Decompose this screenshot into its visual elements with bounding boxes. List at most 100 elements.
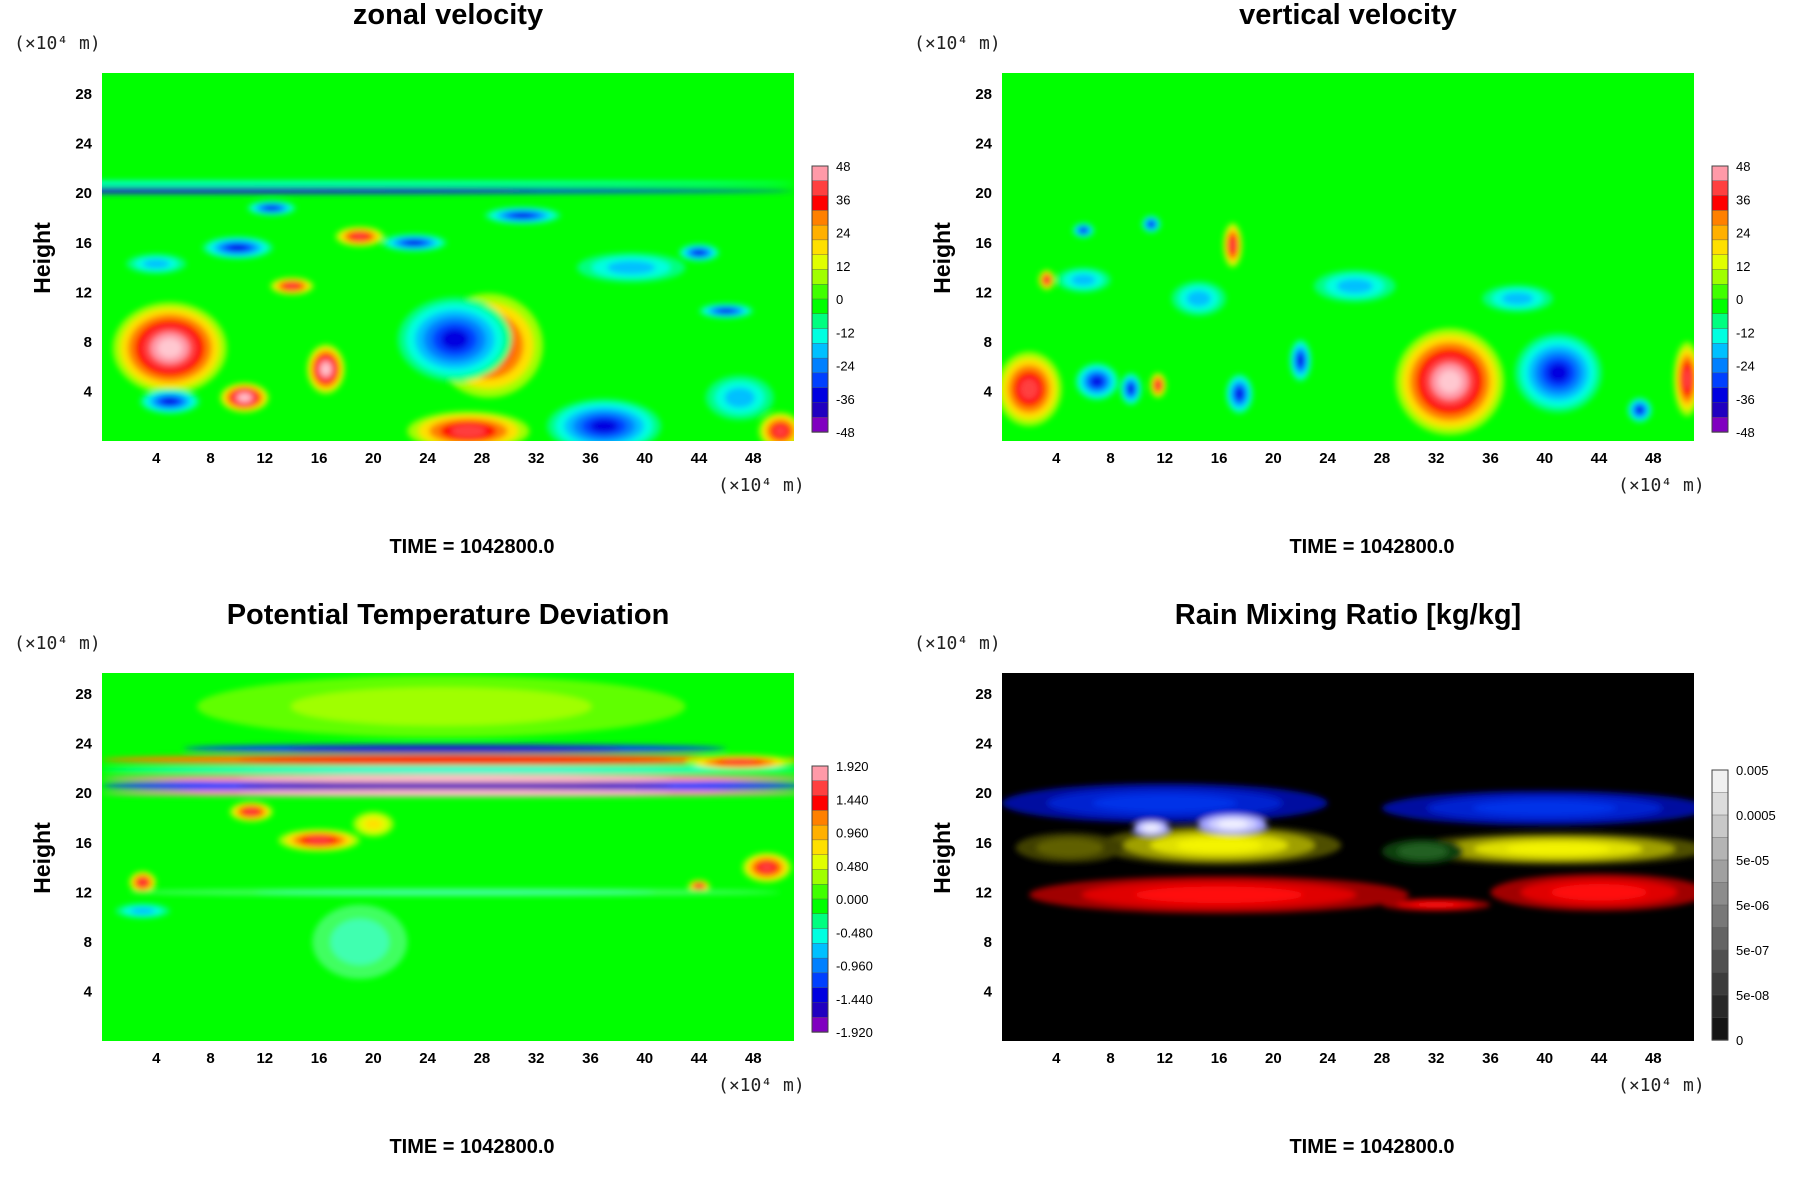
field-feature-neg	[1289, 339, 1312, 382]
y-tick-label: 12	[975, 284, 992, 301]
colorbar-label: -0.480	[836, 925, 873, 940]
x-tick-label: 32	[528, 1050, 545, 1067]
colorbar-swatch	[811, 180, 829, 197]
field-feature-yellow	[1096, 825, 1342, 866]
field-feature-blue	[1381, 790, 1694, 826]
field-feature-band_peak	[102, 773, 794, 783]
time-label: TIME = 1042800.0	[1289, 1136, 1454, 1158]
colorbar-label: 5e-06	[1736, 898, 1769, 913]
colorbar: 48 36 24 12 0 -12 -24 -36 -48	[811, 159, 855, 440]
colorbar-label: 24	[1736, 226, 1750, 241]
colorbar-swatch	[1711, 769, 1729, 794]
x-tick-label: 32	[1428, 1050, 1445, 1067]
colorbar-label: -48	[1736, 425, 1755, 440]
field-feature-neg	[202, 236, 273, 259]
field-feature-red	[1381, 898, 1491, 911]
field-feature-pos	[1002, 351, 1062, 427]
x-tick-label: 36	[582, 450, 599, 467]
colorbar-swatch	[1711, 859, 1729, 884]
y-tick-label: 4	[84, 383, 93, 400]
colorbar-swatch	[1711, 994, 1729, 1019]
colorbar-label: 36	[1736, 192, 1750, 207]
y-tick-label: 16	[975, 235, 992, 252]
colorbar-swatch	[1711, 972, 1729, 996]
colorbar: 0.005 0.0005 5e-05 5e-06 5e-07 5e-08 0	[1711, 763, 1776, 1048]
x-tick-label: 20	[1265, 450, 1282, 467]
field-feature-neg	[397, 297, 512, 382]
field-feature-neg	[247, 200, 297, 216]
field-feature-pos	[1673, 341, 1694, 417]
chart-title: Potential Temperature Deviation	[227, 600, 670, 631]
field-feature-band_pos	[102, 754, 794, 766]
field-feature-pos	[688, 879, 710, 893]
y-tick-label: 24	[975, 136, 992, 153]
time-label: TIME = 1042800.0	[1289, 536, 1454, 558]
field-feature-peak	[306, 344, 345, 394]
y-tick-label: 28	[975, 86, 992, 103]
colorbar-swatch	[811, 913, 829, 930]
field-feature-neg	[1225, 374, 1254, 414]
field-feature-cyan	[576, 252, 686, 283]
field-feature-band_cyan	[102, 180, 794, 186]
colorbar-swatch	[811, 210, 829, 226]
x-tick-label: 32	[1428, 450, 1445, 467]
x-tick-label: 8	[206, 450, 214, 467]
colorbar-swatch	[811, 810, 829, 826]
y-tick-label: 8	[984, 334, 992, 351]
field-feature-yellow	[1409, 832, 1694, 866]
x-tick-label: 20	[365, 450, 382, 467]
colorbar-swatch	[1711, 239, 1729, 256]
colorbar-swatch	[1711, 949, 1729, 974]
y-tick-label: 8	[84, 934, 92, 951]
colorbar-swatch	[811, 854, 829, 871]
colorbar-label: 0.960	[836, 826, 869, 841]
colorbar: 48 36 24 12 0 -12 -24 -36 -48	[1711, 159, 1755, 440]
x-tick-label: 24	[1319, 450, 1336, 467]
chart-panel-zonal-velocity: zonal velocity (×10⁴ m) Height 4 8 12 16 20 24 28…	[0, 0, 900, 600]
colorbar-swatch	[811, 943, 829, 959]
colorbar-label: -1.440	[836, 992, 873, 1007]
field-feature-neg	[1072, 222, 1095, 238]
y-tick-label: 16	[975, 835, 992, 852]
x-tick-label: 48	[1645, 450, 1662, 467]
x-tick-label: 44	[1591, 450, 1608, 467]
y-axis-label: Height	[929, 222, 955, 294]
colorbar-swatch	[1711, 814, 1729, 839]
field-feature-pos	[742, 852, 792, 883]
y-tick-label: 12	[75, 284, 92, 301]
y-tick-label: 12	[75, 884, 92, 901]
y-axis-unit: (×10⁴ m)	[914, 33, 1001, 54]
x-tick-label: 12	[256, 450, 273, 467]
field-feature-neg	[1120, 372, 1142, 406]
y-tick-label: 28	[75, 86, 92, 103]
colorbar-swatch	[811, 765, 829, 782]
x-tick-label: 24	[419, 450, 436, 467]
colorbar-swatch	[811, 254, 829, 271]
x-tick-label: 12	[256, 1050, 273, 1067]
x-tick-label: 40	[636, 1050, 653, 1067]
y-tick-label: 24	[75, 736, 92, 753]
x-tick-label: 44	[1591, 1050, 1608, 1067]
colorbar-swatch	[1711, 195, 1729, 212]
colorbar-swatch	[1711, 165, 1729, 182]
y-tick-label: 20	[975, 785, 992, 802]
field-feature-pos	[278, 829, 360, 852]
field-feature-neg	[1075, 362, 1119, 401]
x-tick-label: 28	[1374, 1050, 1391, 1067]
y-tick-label: 4	[984, 983, 993, 1000]
x-tick-label: 36	[582, 1050, 599, 1067]
colorbar-swatch	[811, 239, 829, 256]
x-tick-label: 8	[1106, 450, 1114, 467]
x-tick-label: 24	[1319, 1050, 1336, 1067]
x-tick-label: 8	[1106, 1050, 1114, 1067]
field-feature-cyan	[115, 903, 170, 919]
x-tick-label: 12	[1156, 1050, 1173, 1067]
colorbar-label: 0	[1736, 1033, 1743, 1048]
colorbar-swatch	[1711, 328, 1729, 345]
field-feature-peak	[1395, 328, 1505, 435]
x-tick-label: 4	[1052, 450, 1061, 467]
colorbar-label: -12	[836, 325, 855, 340]
colorbar-swatch	[1711, 792, 1729, 816]
field-feature-peak	[112, 302, 227, 394]
colorbar-label: -48	[836, 425, 855, 440]
